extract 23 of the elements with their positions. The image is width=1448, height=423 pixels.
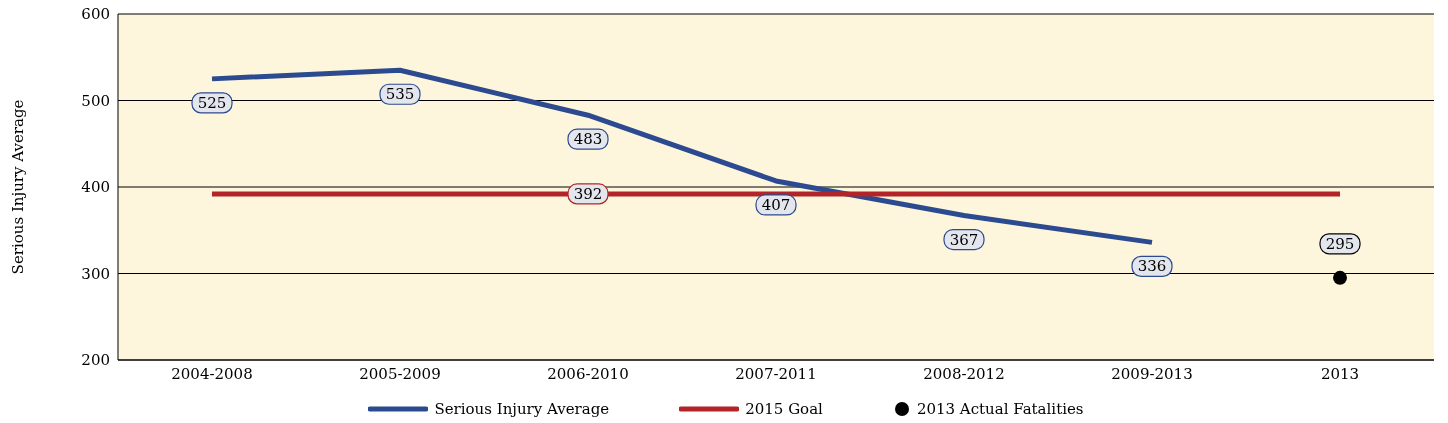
x-tick-label: 2007-2011 [735,364,817,383]
legend-label: 2015 Goal [745,400,823,418]
y-tick-label: 400 [81,178,110,197]
x-tick-label: 2005-2009 [359,364,441,383]
y-tick-label: 300 [81,264,110,283]
y-tick-label: 600 [81,5,110,24]
data-label: 525 [197,93,227,112]
data-label: 295 [1325,234,1355,253]
legend-label: 2013 Actual Fatalities [916,400,1084,418]
data-label: 407 [761,195,791,214]
y-tick-label: 500 [81,91,110,110]
y-tick-label: 200 [81,351,110,370]
x-tick-label: 2009-2013 [1111,364,1193,383]
x-tick-label: 2006-2010 [547,364,629,383]
data-label: 535 [385,85,415,104]
x-tick-label: 2004-2008 [171,364,253,383]
data-label: 367 [949,230,979,249]
y-axis-title: Serious Injury Average [9,99,28,275]
x-tick-label: 2013 [1320,364,1360,383]
x-tick-label: 2008-2012 [923,364,1005,383]
data-label: 483 [573,130,603,149]
legend-label: Serious Injury Average [434,400,610,418]
data-label: 336 [1137,257,1167,276]
